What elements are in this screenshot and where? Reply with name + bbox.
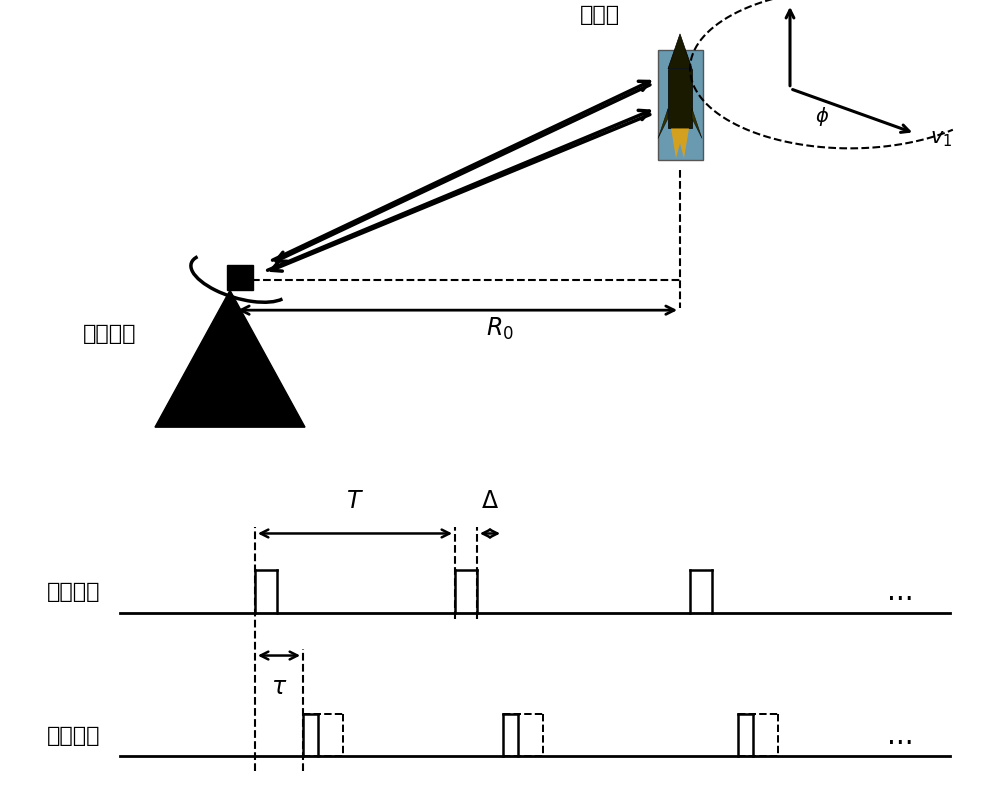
Polygon shape xyxy=(658,109,668,140)
Text: $\tau$: $\tau$ xyxy=(271,674,287,698)
Text: 地面雷达: 地面雷达 xyxy=(83,323,137,343)
Bar xyxy=(658,51,703,160)
Polygon shape xyxy=(692,109,702,140)
Text: $\Delta$: $\Delta$ xyxy=(481,488,499,512)
Text: 接收脉冲: 接收脉冲 xyxy=(46,725,100,745)
Text: 动目标: 动目标 xyxy=(580,5,620,25)
Text: $\phi$: $\phi$ xyxy=(815,104,829,128)
Text: $R_0$: $R_0$ xyxy=(486,316,514,342)
Bar xyxy=(227,266,253,291)
Bar xyxy=(668,70,692,129)
Text: ...: ... xyxy=(887,721,913,749)
Polygon shape xyxy=(155,291,305,427)
Text: ...: ... xyxy=(887,577,913,606)
Polygon shape xyxy=(668,34,692,70)
Text: 发射脉冲: 发射脉冲 xyxy=(46,581,100,602)
Polygon shape xyxy=(671,129,689,159)
Text: $v_1$: $v_1$ xyxy=(930,129,952,149)
Text: $T$: $T$ xyxy=(346,488,364,512)
